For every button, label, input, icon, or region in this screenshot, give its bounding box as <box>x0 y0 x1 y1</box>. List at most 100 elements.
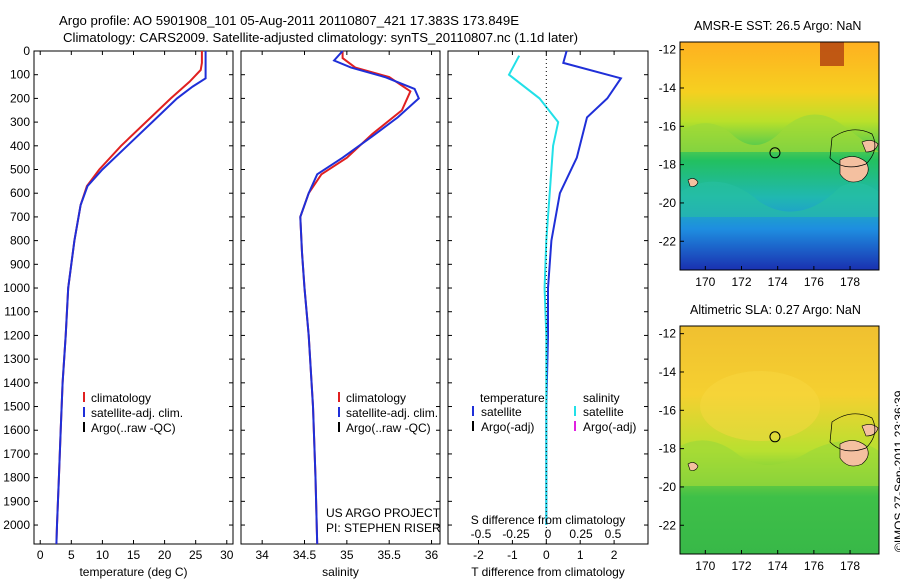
legend-diff-sal-argo-label: Argo(-adj) <box>583 420 636 434</box>
ytick-label: 1900 <box>3 494 30 508</box>
secondary-xtick-label: 0 <box>545 527 552 541</box>
xtick-label: 34.5 <box>293 548 317 562</box>
island-main <box>839 156 869 183</box>
ytick-label: 300 <box>10 115 30 129</box>
map-background <box>680 42 879 270</box>
island-west <box>687 462 699 471</box>
plot-frame-1 <box>33 50 234 545</box>
ytick-label: 200 <box>10 91 30 105</box>
figure-title-line1: Argo profile: AO 5901908_101 05-Aug-2011… <box>59 13 519 28</box>
map-field-4 <box>680 326 879 554</box>
sst-hot-spot <box>820 42 844 66</box>
annotation-pi: PI: STEPHEN RISER <box>326 521 441 535</box>
series-line-2 <box>55 51 207 545</box>
map-background <box>680 326 879 554</box>
legend-temperature-label-1: climatology <box>91 391 151 405</box>
ytick-label: 1400 <box>3 376 30 390</box>
map-sst-title: AMSR-E SST: 26.5 Argo: NaN <box>694 19 862 33</box>
xtick-label: 20 <box>158 548 172 562</box>
map-ytick-label: -12 <box>659 327 677 341</box>
legend-salinity-label-3: Argo(..raw -QC) <box>346 421 431 435</box>
xtick-label: 0 <box>37 548 44 562</box>
xtick-label: 10 <box>96 548 110 562</box>
ytick-label: 1200 <box>3 328 30 342</box>
ytick-label: 400 <box>10 139 30 153</box>
xtick-label: 36 <box>425 548 439 562</box>
xtick-label: 5 <box>68 548 75 562</box>
xtick-label: 35.5 <box>378 548 402 562</box>
map-frame-4 <box>679 325 880 555</box>
map-xtick-label: 170 <box>695 559 715 573</box>
argo-location-marker <box>769 147 781 159</box>
map-ytick-label: -16 <box>659 403 677 417</box>
ytick-label: 0 <box>23 44 30 58</box>
plot-frame-2 <box>240 50 441 545</box>
secondary-xtick-label: 0.25 <box>569 527 593 541</box>
xtick-label: 2 <box>611 548 618 562</box>
contour-line <box>829 413 876 452</box>
map-xtick-label: 174 <box>768 275 788 289</box>
ytick-label: 1000 <box>3 281 30 295</box>
secondary-xtick-label: -0.5 <box>471 527 492 541</box>
map-xtick-label: 174 <box>768 559 788 573</box>
map-frame-3 <box>679 41 880 271</box>
map-xtick-label: 172 <box>731 275 751 289</box>
map-xtick-label: 170 <box>695 275 715 289</box>
map-field-3 <box>680 42 879 270</box>
island-north <box>861 424 879 437</box>
legend-diff-sal-sat-label: satellite <box>583 405 624 419</box>
island-north <box>861 140 879 153</box>
xtick-label: -1 <box>507 548 518 562</box>
legend-salinity-label-2: satellite-adj. clim. <box>346 406 438 420</box>
ytick-label: 800 <box>10 234 30 248</box>
legend-diff-temperature-title: temperature <box>480 391 545 405</box>
xtick-label: 35 <box>340 548 354 562</box>
island-west <box>687 178 699 187</box>
ytick-label: 500 <box>10 163 30 177</box>
legend-salinity-label-1: climatology <box>346 391 406 405</box>
xtick-label: 25 <box>189 548 203 562</box>
map-sla-title: Altimetric SLA: 0.27 Argo: NaN <box>690 303 861 317</box>
xtick-label: 15 <box>127 548 141 562</box>
secondary-x-axis-label: S difference from climatology <box>471 513 626 527</box>
legend-temperature-label-2: satellite-adj. clim. <box>91 406 183 420</box>
map-xtick-label: 176 <box>804 275 824 289</box>
xtick-label: 1 <box>577 548 584 562</box>
map-ytick-label: -22 <box>659 518 677 532</box>
sla-band-green <box>680 440 879 486</box>
series-line-1 <box>545 50 623 525</box>
x-axis-label: temperature (deg C) <box>79 565 187 579</box>
legend-diff-temp-argo-label: Argo(-adj) <box>481 420 534 434</box>
legend-temperature-label-3: Argo(..raw -QC) <box>91 421 176 435</box>
sst-band-teal <box>680 181 879 217</box>
xtick-label: 34 <box>255 548 269 562</box>
ytick-label: 900 <box>10 257 30 271</box>
ytick-label: 1100 <box>4 305 30 319</box>
ytick-label: 700 <box>10 210 30 224</box>
argo-location-marker <box>769 431 781 443</box>
xtick-label: -2 <box>473 548 484 562</box>
island-main <box>839 440 869 467</box>
xtick-label: 30 <box>220 548 234 562</box>
map-ytick-label: -12 <box>659 43 677 57</box>
map-ytick-label: -14 <box>659 81 677 95</box>
map-ytick-label: -20 <box>659 480 677 494</box>
ytick-label: 1700 <box>3 447 30 461</box>
legend-diff-temp-sat-label: satellite <box>481 405 522 419</box>
sst-band-yellowgreen <box>680 114 879 152</box>
ytick-label: 1300 <box>3 352 30 366</box>
map-ytick-label: -16 <box>659 119 677 133</box>
credit-timestamp: ©IMOS 27-Sep-2011 23:36:39 <box>892 390 900 552</box>
secondary-xtick-label: 0.5 <box>605 527 622 541</box>
x-axis-label: T difference from climatology <box>471 565 625 579</box>
series-line-2 <box>299 50 421 545</box>
map-xtick-label: 172 <box>731 559 751 573</box>
ytick-label: 1500 <box>3 400 30 414</box>
x-axis-label: salinity <box>322 565 359 579</box>
annotation-project: US ARGO PROJECT <box>326 506 441 520</box>
secondary-xtick-label: -0.25 <box>502 527 530 541</box>
map-xtick-label: 178 <box>840 559 860 573</box>
sla-high <box>700 371 820 441</box>
contour-line <box>829 129 876 168</box>
